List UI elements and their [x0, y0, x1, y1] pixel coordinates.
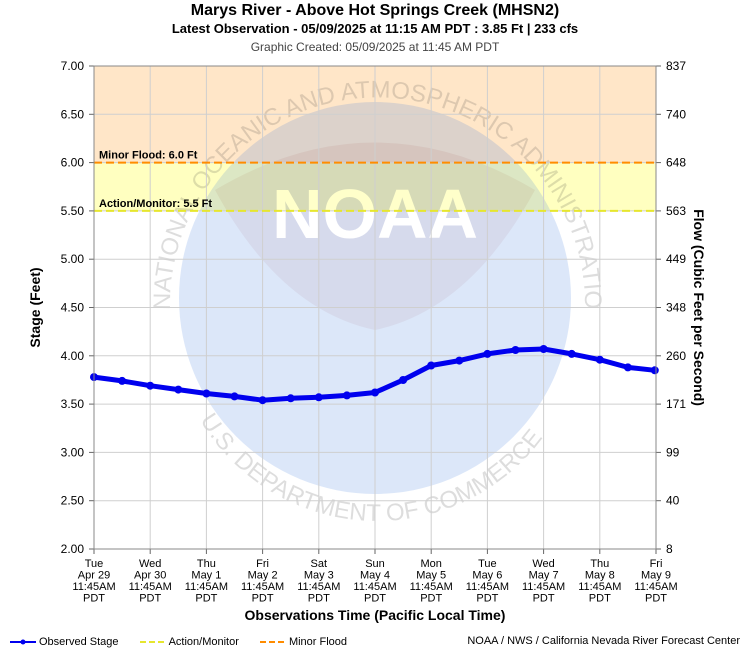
- x-tick-label: Sun May 4 11:45AM PDT: [353, 558, 396, 605]
- x-tick-label: Mon May 5 11:45AM PDT: [410, 558, 453, 605]
- y-tick-label: 3.00: [61, 445, 85, 459]
- observed-point: [174, 385, 183, 394]
- observed-point: [286, 394, 295, 403]
- observed-point: [427, 361, 436, 370]
- legend-action-label: Action/Monitor: [168, 636, 239, 648]
- legend-flood-swatch: [259, 641, 286, 644]
- y2-axis: 8 40 99 171 260 348 449 563 648 740 837: [656, 59, 686, 556]
- legend-action-swatch: [139, 641, 166, 644]
- observed-point: [595, 355, 604, 364]
- observed-point: [258, 396, 267, 405]
- chart-subtitle: Latest Observation - 05/09/2025 at 11:15…: [171, 21, 579, 36]
- graphic-created: Graphic Created: 05/09/2025 at 11:45 AM …: [250, 40, 500, 54]
- y2-tick-label: 171: [666, 397, 686, 411]
- y2-tick-label: 740: [666, 107, 686, 121]
- threshold-label: Action/Monitor: 5.5 Ft: [99, 198, 212, 210]
- x-tick-label: Tue May 6 11:45AM PDT: [466, 558, 509, 605]
- y2-tick-label: 260: [666, 349, 686, 363]
- y-tick-label: 7.00: [61, 59, 85, 73]
- x-tick-label: Wed Apr 30 11:45AM PDT: [129, 558, 172, 605]
- legend-observed: Observed Stage: [10, 636, 119, 648]
- y-tick-label: 5.00: [61, 252, 85, 266]
- y-tick-label: 5.50: [61, 204, 85, 218]
- observed-point: [371, 388, 379, 397]
- threshold-label: Minor Flood: 6.0 Ft: [99, 150, 198, 162]
- x-tick-label: Thu May 8 11:45AM PDT: [578, 558, 621, 605]
- legend-flood-label: Minor Flood: [288, 636, 348, 648]
- y-tick-label: 4.50: [61, 301, 85, 315]
- credit-text: NOAA / NWS / California Nevada River For…: [467, 635, 740, 647]
- y-tick-label: 6.50: [61, 107, 85, 121]
- observed-point: [399, 376, 408, 384]
- y2-tick-label: 648: [666, 156, 686, 170]
- x-axis-label: Observations Time (Pacific Local Time): [245, 607, 506, 623]
- observed-stage-series: [90, 345, 659, 405]
- y2-tick-label: 837: [666, 59, 686, 73]
- x-tick-label: Wed May 7 11:45AM PDT: [522, 558, 565, 605]
- observed-point: [118, 376, 127, 385]
- legend-flood: Minor Flood: [259, 636, 348, 648]
- legend-action: Action/Monitor: [139, 636, 239, 648]
- x-axis: Tue Apr 29 11:45AM PDT Wed Apr 30 11:45AM PDT Th…: [72, 549, 678, 605]
- observed-point: [455, 356, 464, 365]
- x-tick-label: Tue Apr 29 11:45AM PDT: [72, 558, 115, 605]
- y-tick-label: 4.00: [61, 349, 85, 363]
- observed-point: [650, 366, 659, 375]
- y-tick-label: 6.00: [61, 156, 85, 170]
- legend-observed-label: Observed Stage: [39, 636, 119, 648]
- observed-point: [202, 389, 211, 398]
- chart-title: Marys River - Above Hot Springs Creek (M…: [190, 2, 560, 19]
- observed-point: [539, 345, 548, 353]
- x-tick-label: Sat May 3 11:45AM PDT: [297, 558, 340, 605]
- observed-point: [146, 381, 155, 390]
- y2-tick-label: 449: [666, 252, 686, 266]
- observed-point: [230, 392, 239, 401]
- observed-point: [342, 391, 351, 400]
- y-tick-label: 2.50: [61, 494, 85, 508]
- y2-tick-label: 99: [666, 445, 680, 459]
- y2-axis-label: Flow (Cubic Feet per Second): [691, 209, 707, 406]
- x-tick-label: Fri May 2 11:45AM PDT: [241, 558, 284, 605]
- observed-point: [314, 393, 323, 402]
- y-tick-label: 2.00: [61, 542, 85, 556]
- y2-tick-label: 348: [666, 301, 686, 315]
- legend-observed-swatch: [10, 639, 36, 645]
- y2-tick-label: 563: [666, 204, 686, 218]
- threshold-lines: Minor Flood: 6.0 Ft Action/Monitor: 5.5 F…: [94, 150, 656, 212]
- x-tick-label: Fri May 9 11:45AM PDT: [634, 558, 677, 605]
- y2-tick-label: 8: [666, 542, 673, 556]
- x-tick-label: Thu May 1 11:45AM PDT: [185, 558, 228, 605]
- legend: Observed Stage Action/Monitor Minor Floo…: [10, 636, 365, 648]
- observed-point: [623, 363, 632, 372]
- y-axis: 2.00 2.50 3.00 3.50 4.00 4.50 5.00 5.50 6.00 6.50…: [61, 59, 94, 556]
- y-tick-label: 3.50: [61, 397, 85, 411]
- y2-tick-label: 40: [666, 494, 680, 508]
- observed-point: [483, 349, 492, 358]
- plot-frame: [93, 65, 657, 550]
- y-axis-label: Stage (Feet): [27, 267, 43, 347]
- observed-point: [567, 349, 576, 358]
- observed-point: [511, 346, 520, 354]
